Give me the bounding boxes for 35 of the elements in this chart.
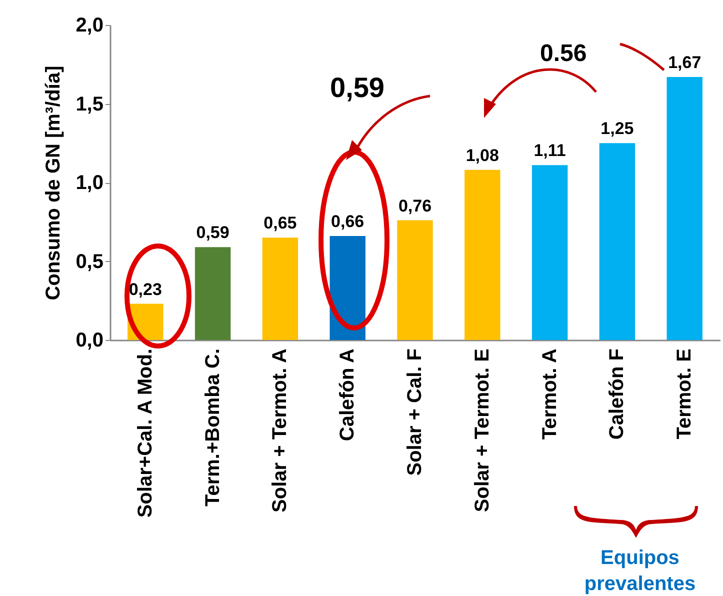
data-label: 1,25	[600, 119, 634, 138]
x-tick-label: Solar+Cal. A Mod.	[134, 348, 156, 518]
annotation: 0,59	[330, 72, 384, 104]
y-tick-label: 1,5	[76, 93, 104, 116]
data-label: 1,11	[534, 141, 566, 160]
annotation: 0.56	[540, 40, 587, 68]
data-label: 0,59	[196, 223, 230, 242]
y-axis-title: Consumo de GN [m³/día]	[42, 66, 65, 300]
x-tick-label: Solar + Termot. A	[269, 348, 292, 512]
data-label: 1,08	[466, 146, 499, 165]
bar	[532, 165, 568, 340]
y-tick-label: 0,0	[76, 330, 104, 352]
x-tick-label: Termot. A	[538, 348, 561, 440]
bar	[194, 247, 231, 340]
bar	[397, 220, 433, 340]
x-tick-label: Calefón A	[336, 348, 359, 442]
y-tick-label: 0,5	[76, 250, 104, 273]
x-tick-label: Calefón F	[606, 348, 628, 440]
bar	[599, 143, 636, 340]
bar	[262, 238, 298, 340]
text: Equipos prevalentes	[583, 546, 697, 596]
data-label: 0,65	[264, 214, 297, 233]
x-tick-label: Solar + Termot. E	[471, 348, 494, 512]
data-label: 0,66	[331, 212, 364, 232]
x-tick-label: Termot. E	[674, 348, 696, 440]
bar	[330, 236, 366, 340]
y-tick-label: 1,0	[76, 172, 104, 194]
y-tick-label: 2,0	[76, 14, 104, 36]
data-label: 0,76	[398, 196, 432, 216]
bar	[464, 170, 500, 340]
data-label: 0,23	[128, 280, 162, 299]
data-label: 1,67	[668, 52, 702, 72]
x-tick-label: Solar + Cal. F	[404, 348, 426, 476]
x-tick-label: Term.+Bomba C.	[202, 348, 224, 506]
bar	[666, 76, 702, 340]
